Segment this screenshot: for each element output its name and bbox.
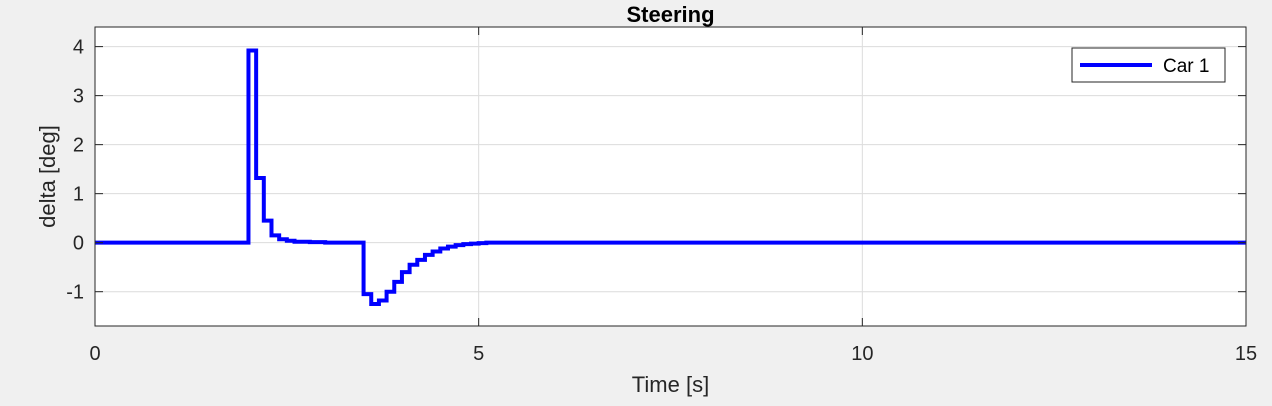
y-tick-label: 3 bbox=[73, 86, 84, 108]
tick-marks bbox=[94, 27, 1247, 326]
legend: Car 1 bbox=[1071, 47, 1226, 83]
x-axis-label: Time [s] bbox=[632, 372, 709, 397]
y-tick-label: -1 bbox=[66, 282, 84, 304]
x-tick-labels: 0 5 10 15 bbox=[89, 343, 1257, 365]
series-line-car-1 bbox=[95, 48, 1246, 306]
chart-title: Steering bbox=[626, 2, 714, 27]
plot-area bbox=[95, 27, 1246, 326]
y-tick-label: 0 bbox=[73, 233, 84, 255]
plot-border bbox=[94, 26, 1247, 327]
legend-label-car-1: Car 1 bbox=[1163, 56, 1209, 77]
x-tick-label: 10 bbox=[851, 343, 873, 365]
y-axis-label: delta [deg] bbox=[35, 125, 60, 228]
y-tick-label: 4 bbox=[73, 37, 84, 59]
x-tick-label: 15 bbox=[1235, 343, 1257, 365]
y-tick-labels: -1 0 1 2 3 4 bbox=[66, 37, 84, 304]
y-tick-label: 2 bbox=[73, 135, 84, 157]
x-tick-label: 0 bbox=[89, 343, 100, 365]
y-tick-label: 1 bbox=[73, 184, 84, 206]
x-tick-label: 5 bbox=[473, 343, 484, 365]
series-layer bbox=[95, 48, 1246, 306]
